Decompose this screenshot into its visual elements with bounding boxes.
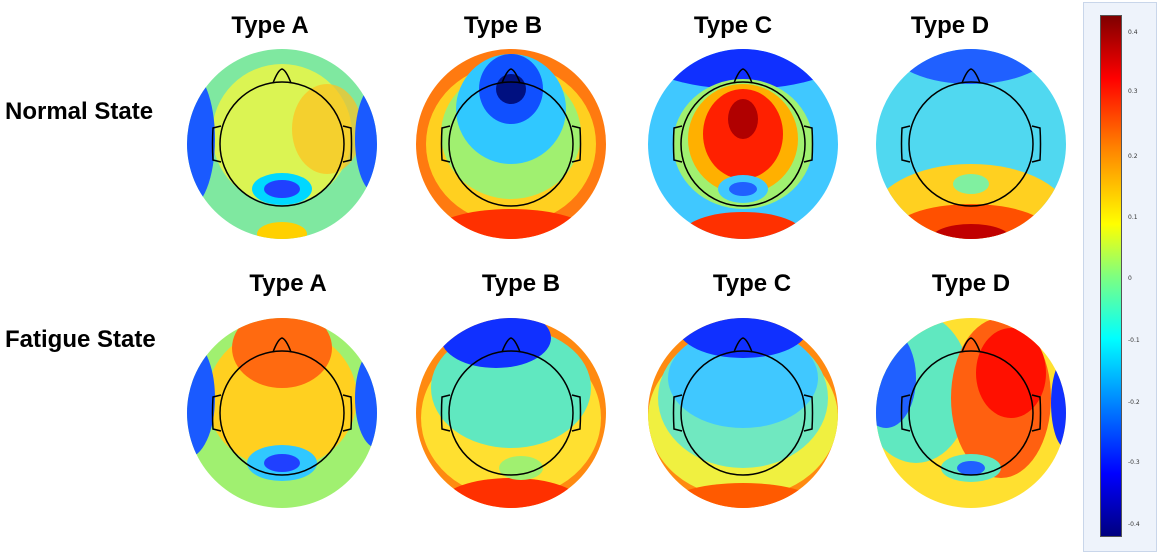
colorbar-panel: 0.4 0.3 0.2 0.1 0 -0.1 -0.2 -0.3 -0.4: [1083, 2, 1157, 552]
fatigue-type-a-title: Type A: [249, 270, 327, 297]
colorbar-tick: 0.4: [1128, 29, 1138, 36]
row-label-fatigue: Fatigue State: [5, 326, 156, 353]
colorbar-tick: 0.3: [1128, 88, 1138, 95]
colorbar-tick: -0.2: [1128, 399, 1140, 406]
colorbar-tick: 0.1: [1128, 214, 1138, 221]
colorbar-tick: -0.1: [1128, 337, 1140, 344]
normal-type-b-title: Type B: [463, 12, 543, 39]
fatigue-type-c-title: Type C: [712, 270, 792, 297]
topomap-fatigue-type-c: [648, 318, 838, 508]
colorbar-tick: 0.2: [1128, 153, 1138, 160]
fatigue-type-d-title: Type D: [931, 270, 1011, 297]
topomap-normal-type-b: [416, 49, 606, 239]
topomap-fatigue-type-d: [876, 318, 1066, 508]
colorbar-tick: -0.3: [1128, 459, 1140, 466]
topomap-normal-type-d: [876, 49, 1066, 239]
normal-type-a-title: Type A: [231, 12, 309, 39]
colorbar-tick: -0.4: [1128, 521, 1140, 528]
colorbar-tick: 0: [1128, 275, 1132, 282]
normal-type-d-title: Type D: [910, 12, 990, 39]
row-label-normal: Normal State: [5, 98, 154, 125]
topomap-fatigue-type-a: [187, 318, 377, 508]
topomap-fatigue-type-b: [416, 318, 606, 508]
fatigue-type-b-title: Type B: [481, 270, 561, 297]
normal-type-c-title: Type C: [693, 12, 773, 39]
topomap-normal-type-c: [648, 49, 838, 239]
colorbar: [1100, 15, 1122, 537]
topomap-normal-type-a: [187, 49, 377, 239]
